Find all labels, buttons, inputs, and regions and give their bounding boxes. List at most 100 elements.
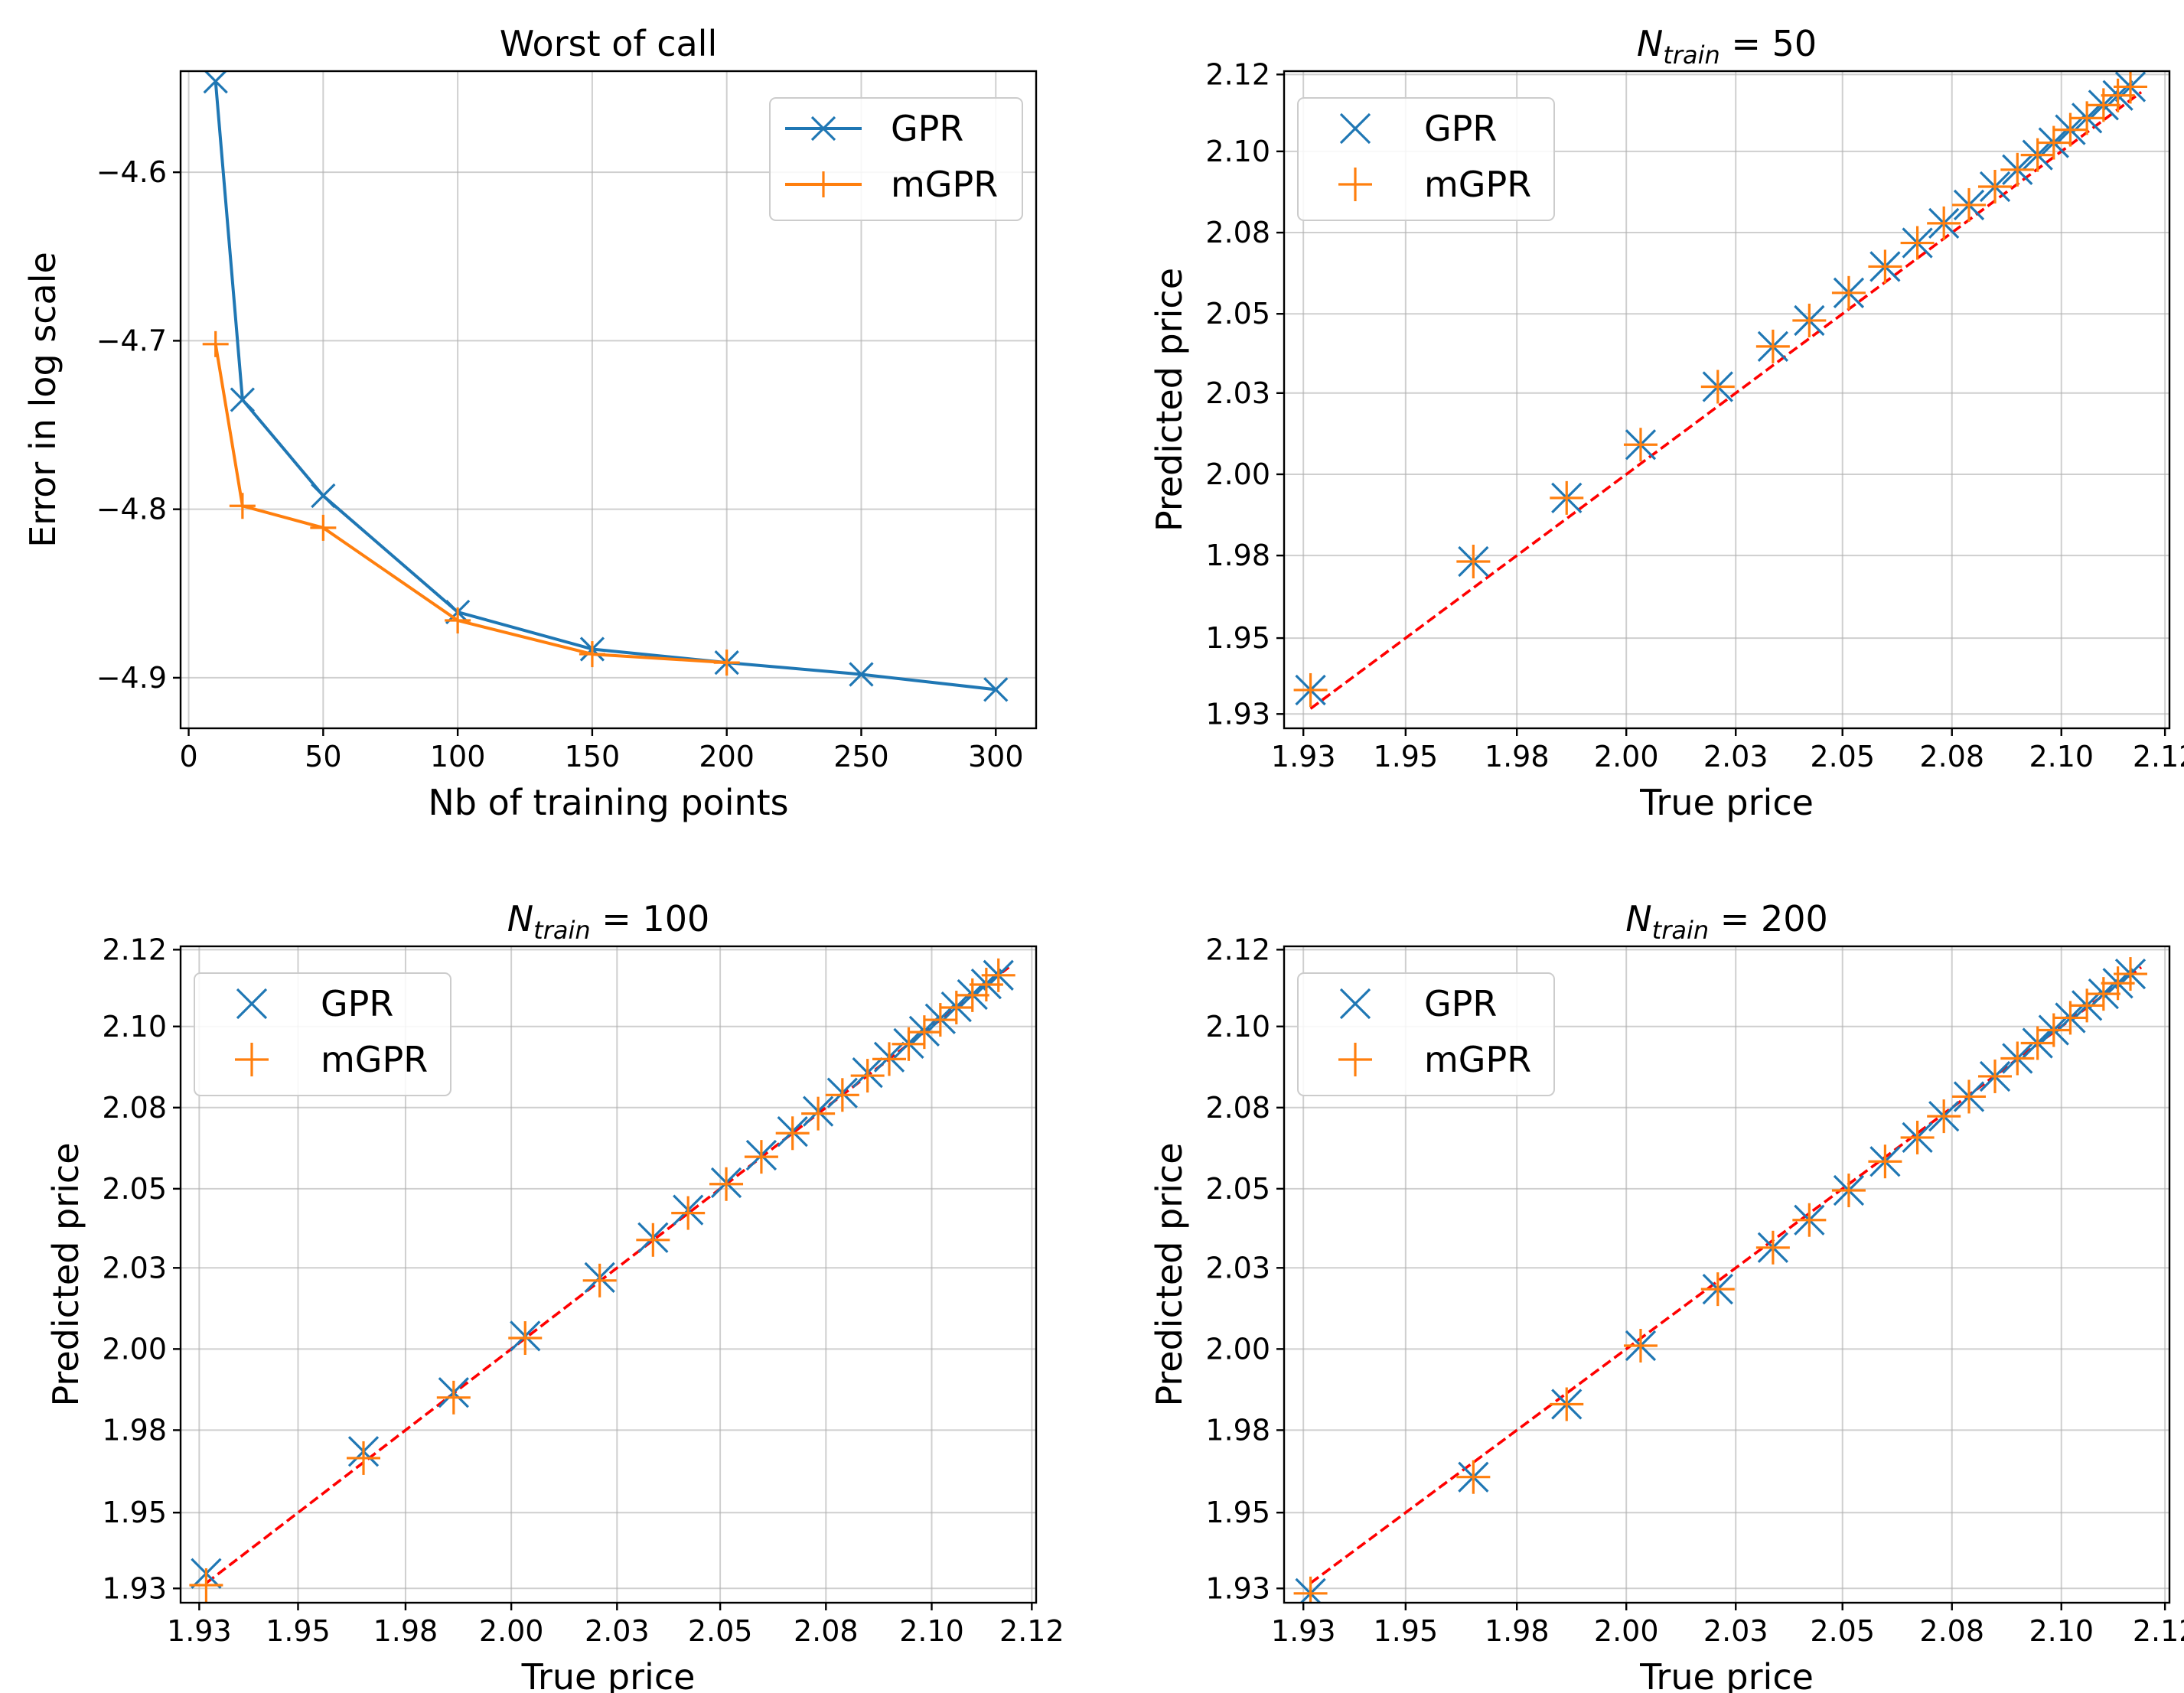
legend-label: GPR: [1424, 983, 1497, 1024]
legend-label: GPR: [891, 108, 963, 149]
y-tick-label: 1.98: [1205, 539, 1270, 572]
data-point-mgpr: [709, 1167, 744, 1201]
x-tick-label: 1.98: [373, 1614, 438, 1648]
data-point-gpr-stroke: [203, 71, 228, 94]
data-point-mgpr: [2114, 957, 2148, 991]
y-tick-label: −4.9: [96, 661, 167, 695]
y-tick-label: 2.05: [1205, 297, 1270, 330]
y-axis-label: Predicted price: [45, 1142, 86, 1406]
data-point-mgpr: [1700, 370, 1735, 404]
x-tick-label: 2.08: [794, 1614, 859, 1648]
plot-area: [189, 958, 1015, 1602]
data-point-mgpr: [1550, 1387, 1584, 1421]
x-tick-label: 2.05: [688, 1614, 753, 1648]
y-tick-label: 2.12: [1205, 933, 1270, 966]
legend: GPR mGPR: [194, 972, 451, 1096]
chart-title: Ntrain = 50: [1637, 23, 1817, 70]
data-point-mgpr: [310, 514, 337, 541]
panel-n-train-100: 1.93 1.95 1.98 2.00 2.03 2.05 2.08 2.10 2.12 1.93…: [45, 898, 1064, 1693]
series-line-mgpr: [214, 343, 727, 665]
data-point-mgpr: [850, 1059, 885, 1093]
axes-frame: [179, 945, 1038, 1604]
axes-frame: [1283, 945, 2171, 1604]
data-point-mgpr: [825, 1078, 859, 1112]
x-tick-label: 50: [305, 740, 341, 773]
y-tick-label: 2.00: [1205, 457, 1270, 491]
data-point-mgpr: [1700, 1272, 1735, 1307]
data-point-mgpr: [2114, 71, 2148, 104]
legend-marker: [810, 171, 836, 197]
legend-marker-stroke: [1339, 988, 1371, 1020]
data-point-gpr: [230, 387, 255, 412]
data-point-mgpr: [445, 607, 471, 634]
data-point-gpr-stroke: [849, 662, 874, 687]
data-point-mgpr: [2020, 1026, 2055, 1060]
x-axis-label: True price: [521, 1656, 696, 1693]
legend-box: [1297, 972, 1555, 1096]
legend-label: GPR: [1424, 108, 1497, 149]
y-tick-label: 1.98: [1205, 1413, 1270, 1447]
legend-label: GPR: [321, 983, 393, 1024]
panel-n-train-200: 1.93 1.95 1.98 2.00 2.03 2.05 2.08 2.10 2.12 1.93…: [1149, 898, 2184, 1693]
legend-entry-gpr: GPR: [236, 983, 393, 1024]
x-tick-label: 2.00: [479, 1614, 544, 1648]
x-tick-label: 1.93: [167, 1614, 232, 1648]
identity-reference-line: [205, 965, 1010, 1584]
plot-area: [1293, 957, 2148, 1603]
legend: GPR mGPR: [1297, 97, 1555, 221]
data-point-mgpr: [2036, 125, 2071, 160]
y-tick-label: −4.8: [96, 493, 167, 526]
axes-frame: [1283, 70, 2171, 730]
series-line-gpr: [214, 81, 996, 692]
x-tick-label: 1.98: [1485, 1614, 1550, 1648]
legend-marker: [1339, 988, 1371, 1020]
y-tick-label: 1.98: [102, 1413, 167, 1447]
y-tick-label: 2.10: [102, 1010, 167, 1043]
data-point-mgpr: [1977, 1059, 2012, 1093]
data-point-mgpr: [2101, 966, 2135, 1001]
y-tick-label: 2.10: [1205, 1010, 1270, 1043]
x-tick-label: 2.05: [1810, 740, 1875, 773]
x-tick-label: 1.95: [1374, 1614, 1439, 1648]
y-tick-label: 2.12: [102, 933, 167, 966]
legend-entry-mgpr: mGPR: [1338, 1039, 1531, 1080]
y-tick-label: 2.12: [1205, 57, 1270, 91]
data-point-mgpr: [2000, 1041, 2035, 1076]
legend: GPR mGPR: [1297, 972, 1555, 1096]
x-tick-label: 250: [833, 740, 889, 773]
data-point-mgpr: [1623, 1329, 1658, 1363]
x-tick-label: 2.08: [1919, 740, 1984, 773]
legend-marker: [236, 988, 268, 1020]
x-axis-label: True price: [1639, 1656, 1814, 1693]
legend: GPR mGPR: [769, 97, 1023, 221]
data-point-mgpr: [347, 1441, 381, 1475]
data-point-mgpr: [1293, 672, 1328, 707]
data-point-mgpr: [1868, 249, 1902, 284]
data-point-mgpr: [1831, 1174, 1866, 1208]
data-point-mgpr: [1952, 1079, 1987, 1114]
data-point-mgpr: [189, 1568, 223, 1602]
data-point-mgpr: [1456, 544, 1491, 578]
x-tick-label: 2.00: [1594, 1614, 1659, 1648]
y-tick-label: 2.05: [102, 1172, 167, 1206]
legend-marker: [1339, 112, 1371, 145]
data-point-mgpr: [1927, 206, 1961, 240]
y-axis-label: Error in log scale: [22, 252, 64, 548]
data-point-mgpr: [508, 1321, 543, 1356]
legend-marker: [810, 116, 836, 142]
chart-title: Worst of call: [500, 23, 717, 64]
data-point-gpr-stroke: [983, 677, 1009, 702]
x-tick-label: 2.03: [1703, 1614, 1768, 1648]
data-point-mgpr: [1792, 1203, 1827, 1237]
title-symbol: N: [1625, 898, 1651, 939]
data-point-mgpr: [229, 493, 256, 519]
data-point-mgpr: [1623, 428, 1658, 462]
data-point-mgpr: [1868, 1144, 1902, 1179]
y-axis-label: Predicted price: [1149, 268, 1190, 532]
x-tick-label: 2.05: [1810, 1614, 1875, 1648]
title-symbol: N: [507, 898, 533, 939]
legend-label: mGPR: [891, 164, 998, 205]
data-point-mgpr: [579, 641, 605, 668]
x-tick-label: 2.03: [585, 1614, 650, 1648]
